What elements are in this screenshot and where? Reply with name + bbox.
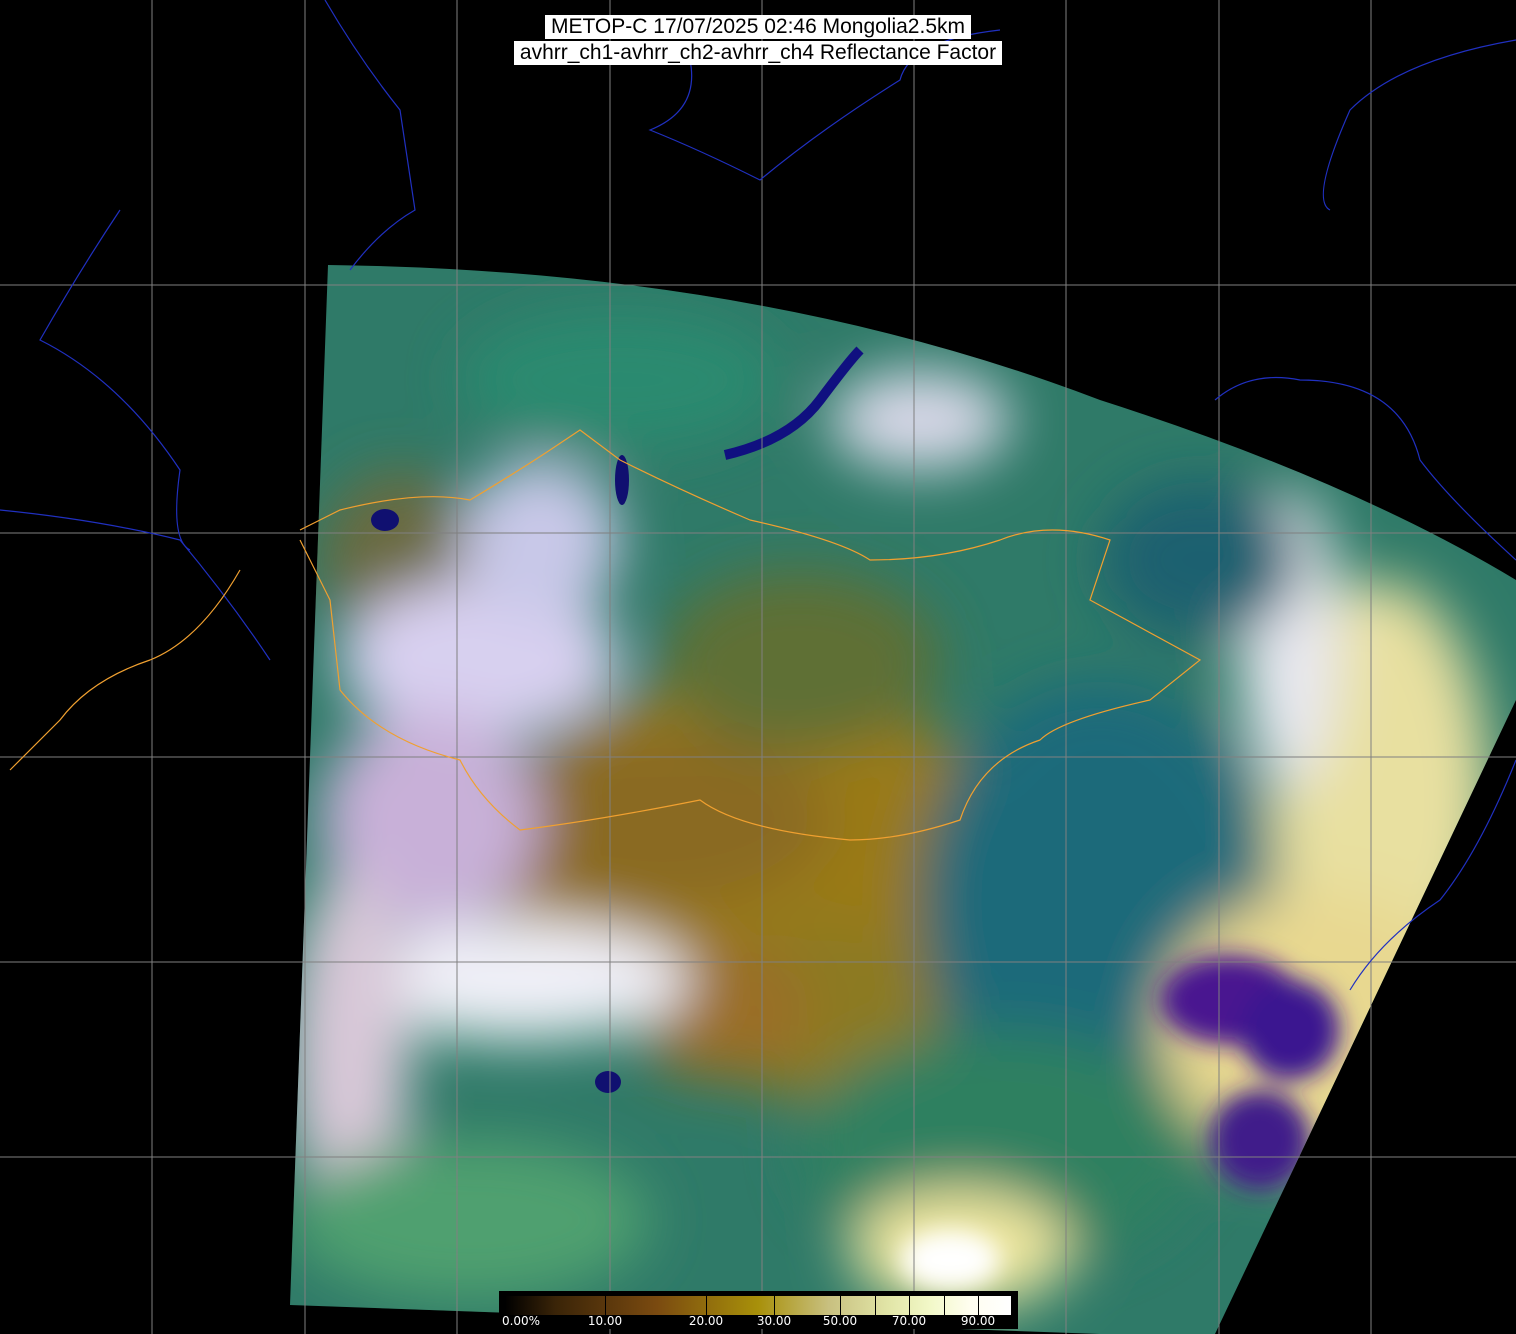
colorbar-tick [909,1296,910,1315]
colorbar-tick [978,1296,979,1315]
colorbar-label: 30.00 [756,1314,792,1328]
lake [615,455,629,505]
title-line-2: avhrr_ch1-avhrr_ch2-avhrr_ch4 Reflectanc… [513,41,1003,65]
colorbar-tick [875,1296,876,1315]
colorbar-tick [706,1296,707,1315]
lake-baikal [723,346,864,460]
colorbar-tick [944,1296,945,1315]
country-borders [9,429,1202,841]
title-line-1: METOP-C 17/07/2025 02:46 Mongolia2.5km [544,15,971,39]
lake [595,1071,621,1093]
colorbar-tick [840,1296,841,1315]
colorbar-label: 50.00 [822,1314,858,1328]
lake [371,509,399,531]
colorbar-label: 70.00 [891,1314,927,1328]
colorbar-label: 20.00 [688,1314,724,1328]
colorbar-gradient [505,1296,1011,1315]
colorbar-label: 10.00 [587,1314,623,1328]
title-line-1-container: METOP-C 17/07/2025 02:46 Mongolia2.5km [0,15,1516,39]
colorbar-tick [774,1296,775,1315]
colorbar-legend: 0.00% 10.00 20.00 30.00 50.00 70.00 90.0… [499,1291,1018,1329]
swath-imagery [290,265,1516,1334]
colorbar-label: 0.00% [501,1314,541,1328]
title-line-2-container: avhrr_ch1-avhrr_ch2-avhrr_ch4 Reflectanc… [0,41,1516,65]
colorbar-label: 90.00 [960,1314,996,1328]
colorbar-tick [605,1296,606,1315]
